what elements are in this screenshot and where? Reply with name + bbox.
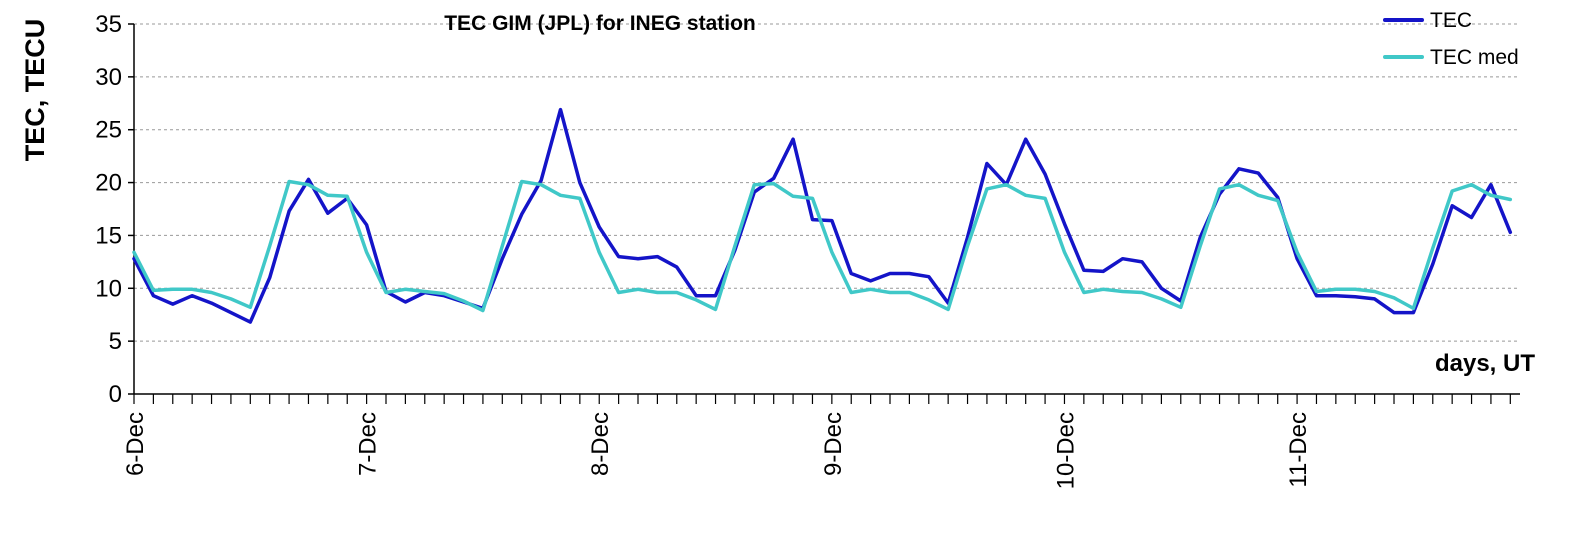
y-tick-label: 0 <box>109 381 122 408</box>
x-tick-label: 9-Dec <box>820 412 847 476</box>
legend-label-tec: TEC <box>1430 9 1472 32</box>
series-line-tec <box>132 107 1513 324</box>
chart-title: TEC GIM (JPL) for INEG station <box>444 12 756 35</box>
x-tick-label: 8-Dec <box>587 412 614 476</box>
y-tick-label: 20 <box>95 170 122 197</box>
y-tick-label: 10 <box>95 275 122 302</box>
y-tick-label: 5 <box>109 328 122 355</box>
x-ticks: 6-Dec 7-Dec 8-Dec 9-Dec 10-Dec 11-Dec <box>122 394 1511 489</box>
x-tick-label: 10-Dec <box>1052 412 1079 489</box>
y-tick-label: 25 <box>95 117 122 144</box>
y-tick-label: 30 <box>95 64 122 91</box>
x-tick-label: 6-Dec <box>122 412 149 476</box>
series-lines <box>132 107 1513 324</box>
x-axis-label: days, UT <box>1435 350 1535 377</box>
series-line-tec-med <box>132 179 1513 313</box>
grid-lines <box>134 23 1520 342</box>
axes <box>133 24 1520 395</box>
x-tick-label: 7-Dec <box>355 412 382 476</box>
y-tick-label: 35 <box>95 11 122 38</box>
y-ticks: 0 5 10 15 20 25 30 35 <box>95 11 134 408</box>
y-axis-label: TEC, TECU <box>20 19 50 162</box>
y-tick-label: 15 <box>95 222 122 249</box>
x-tick-label: 11-Dec <box>1285 412 1312 488</box>
legend-label-tec-med: TEC med <box>1430 46 1519 69</box>
legend: TEC TEC med <box>1383 9 1519 69</box>
